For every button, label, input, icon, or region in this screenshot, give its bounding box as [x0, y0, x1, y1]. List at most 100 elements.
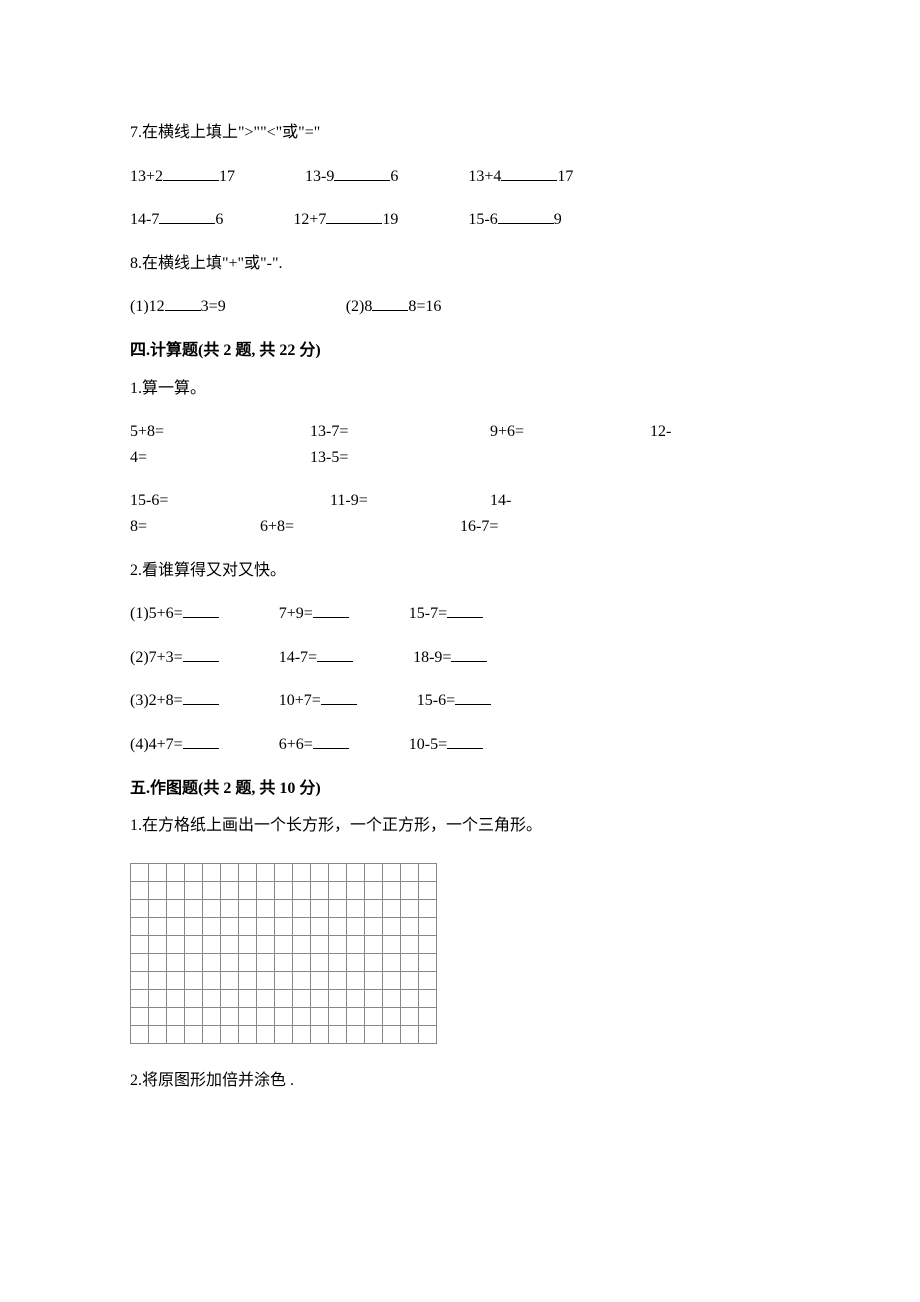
q7-item: 14-76 — [130, 207, 223, 233]
operand-a: 12 — [149, 298, 165, 315]
calc-expr: 15-6= — [130, 488, 330, 514]
s4q2-rows: (1)5+6= 7+9= 15-7= (2)7+3= 14-7= 18-9= (3)2+8=… — [130, 601, 790, 757]
expr-left: 13-9 — [305, 168, 334, 185]
calc-expr: 5+8= — [130, 419, 310, 445]
q7-item: 12+719 — [293, 207, 398, 233]
fill-blank[interactable] — [313, 732, 349, 749]
calc-item: 14-7= — [279, 645, 353, 671]
calc-item: (1)5+6= — [130, 601, 219, 627]
q8-title: 8.在横线上填"+"或"-". — [130, 251, 790, 277]
result: 16 — [425, 298, 441, 315]
fill-blank[interactable] — [372, 294, 408, 311]
fill-blank[interactable] — [183, 645, 219, 662]
q7-row-1: 13+2 17 13-9 6 13+4 17 — [130, 164, 790, 190]
fill-blank[interactable] — [183, 601, 219, 618]
fill-blank[interactable] — [447, 601, 483, 618]
fill-blank[interactable] — [183, 688, 219, 705]
fill-blank[interactable] — [501, 164, 557, 181]
expr-right: 9 — [554, 211, 562, 228]
operand-b: 3 — [201, 298, 209, 315]
q7-row-2: 14-76 12+719 15-69 — [130, 207, 790, 233]
q8-item: (1)123=9 — [130, 294, 226, 320]
q7-item: 13+2 17 — [130, 164, 235, 190]
fill-blank[interactable] — [321, 688, 357, 705]
calc-item: 15-6= — [417, 688, 491, 714]
s4q1-title: 1.算一算。 — [130, 376, 790, 402]
item-label: (3) — [130, 692, 149, 709]
q8-row: (1)123=9 (2)88=16 — [130, 294, 790, 320]
item-label: (1) — [130, 605, 149, 622]
calc-expr: 4= — [130, 445, 310, 471]
calc-expr: 6+8= — [260, 514, 460, 540]
fill-blank[interactable] — [334, 164, 390, 181]
fill-blank[interactable] — [163, 164, 219, 181]
s4q2-title: 2.看谁算得又对又快。 — [130, 558, 790, 584]
expr-left: 12+7 — [293, 211, 326, 228]
q8-item: (2)88=16 — [346, 294, 442, 320]
fill-blank[interactable] — [165, 294, 201, 311]
calc-row: 5+8= 13-7= 9+6= 12- — [130, 419, 790, 445]
expr-left: 13+2 — [130, 168, 163, 185]
calc-expr: 5+6= — [149, 605, 183, 622]
calc-expr: 10+7= — [279, 692, 321, 709]
item-label: (4) — [130, 736, 149, 753]
calc-row: 8= 6+8= 16-7= — [130, 514, 790, 540]
calc-expr: 10-5= — [409, 736, 447, 753]
fill-blank[interactable] — [159, 207, 215, 224]
result: 9 — [218, 298, 226, 315]
calc-expr: 13-5= — [310, 445, 348, 471]
calc-expr: 14-7= — [279, 649, 317, 666]
calc-expr: 6+6= — [279, 736, 313, 753]
calc-item: 10+7= — [279, 688, 357, 714]
s5q1-title: 1.在方格纸上画出一个长方形，一个正方形，一个三角形。 — [130, 813, 790, 839]
q7-item: 13-9 6 — [305, 164, 398, 190]
drawing-grid[interactable] — [130, 863, 790, 1044]
fill-blank[interactable] — [447, 732, 483, 749]
item-label: (2) — [130, 649, 149, 666]
s4q2-row: (1)5+6= 7+9= 15-7= — [130, 601, 790, 627]
section5-title: 五.作图题(共 2 题, 共 10 分) — [130, 776, 790, 802]
calc-item: 15-7= — [409, 601, 483, 627]
fill-blank[interactable] — [455, 688, 491, 705]
calc-expr: 2+8= — [149, 692, 183, 709]
expr-right: 6 — [390, 168, 398, 185]
operand-a: 8 — [364, 298, 372, 315]
calc-expr: 11-9= — [330, 488, 490, 514]
calc-item: 7+9= — [279, 601, 349, 627]
calc-item: 10-5= — [409, 732, 483, 758]
expr-right: 17 — [557, 168, 573, 185]
calc-expr: 4+7= — [149, 736, 183, 753]
fill-blank[interactable] — [183, 732, 219, 749]
expr-right: 6 — [215, 211, 223, 228]
calc-expr: 7+3= — [149, 649, 183, 666]
q7-title: 7.在横线上填上">""<"或"=" — [130, 120, 790, 146]
fill-blank[interactable] — [498, 207, 554, 224]
s4q2-row: (4)4+7= 6+6= 10-5= — [130, 732, 790, 758]
s4q1-block1: 5+8= 13-7= 9+6= 12- 4= 13-5= — [130, 419, 790, 470]
calc-row: 15-6= 11-9= 14- — [130, 488, 790, 514]
fill-blank[interactable] — [317, 645, 353, 662]
s4q2-row: (3)2+8= 10+7= 15-6= — [130, 688, 790, 714]
calc-expr: 16-7= — [460, 514, 498, 540]
fill-blank[interactable] — [326, 207, 382, 224]
calc-expr: 15-7= — [409, 605, 447, 622]
calc-expr: 9+6= — [490, 419, 650, 445]
q7-item: 13+4 17 — [468, 164, 573, 190]
calc-item: (3)2+8= — [130, 688, 219, 714]
calc-expr: 18-9= — [413, 649, 451, 666]
expr-left: 13+4 — [468, 168, 501, 185]
calc-expr: 15-6= — [417, 692, 455, 709]
item-label: (1) — [130, 298, 149, 315]
fill-blank[interactable] — [313, 601, 349, 618]
calc-item: 18-9= — [413, 645, 487, 671]
calc-expr: 7+9= — [279, 605, 313, 622]
calc-item: (4)4+7= — [130, 732, 219, 758]
fill-blank[interactable] — [451, 645, 487, 662]
section4-title: 四.计算题(共 2 题, 共 22 分) — [130, 338, 790, 364]
calc-expr: 12- — [650, 419, 671, 445]
expr-right: 17 — [219, 168, 235, 185]
calc-item: 6+6= — [279, 732, 349, 758]
grid-table — [130, 863, 437, 1044]
worksheet-page: 7.在横线上填上">""<"或"=" 13+2 17 13-9 6 13+4 17 1… — [0, 0, 920, 1171]
s4q2-row: (2)7+3= 14-7= 18-9= — [130, 645, 790, 671]
